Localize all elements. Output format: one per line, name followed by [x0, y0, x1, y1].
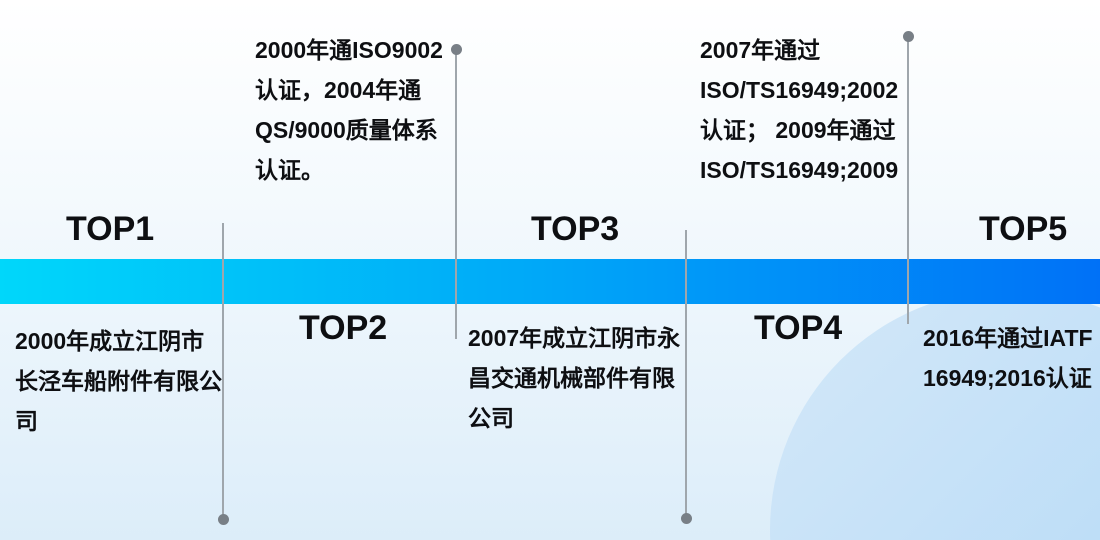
milestone-description-top1: 2000年成立江阴市 长泾车船附件有限公 司 — [15, 328, 222, 434]
connector-dot-top3 — [681, 513, 692, 524]
timeline-bar — [0, 259, 1100, 304]
milestone-description-top3: 2007年成立江阴市永 昌交通机械部件有限 公司 — [468, 325, 681, 431]
milestone-label-top4: TOP4 — [754, 309, 843, 347]
milestone-label-top3: TOP3 — [531, 210, 620, 248]
connector-line-top4 — [907, 36, 909, 324]
connector-line-top2 — [455, 49, 457, 339]
connector-dot-top2 — [451, 44, 462, 55]
connector-line-top1 — [222, 223, 224, 519]
connector-dot-top4 — [903, 31, 914, 42]
milestone-label-top5: TOP5 — [979, 210, 1068, 248]
milestone-description-top4: 2007年通过 ISO/TS16949;2002 认证； 2009年通过 ISO… — [700, 37, 899, 183]
connector-dot-top1 — [218, 514, 229, 525]
milestone-description-top5: 2016年通过IATF 16949;2016认证 — [923, 325, 1093, 391]
milestone-description-top2: 2000年通ISO9002 认证，2004年通 QS/9000质量体系 认证。 — [255, 37, 443, 183]
milestone-label-top2: TOP2 — [299, 309, 388, 347]
connector-line-top3 — [685, 230, 687, 518]
milestone-label-top1: TOP1 — [66, 210, 155, 248]
